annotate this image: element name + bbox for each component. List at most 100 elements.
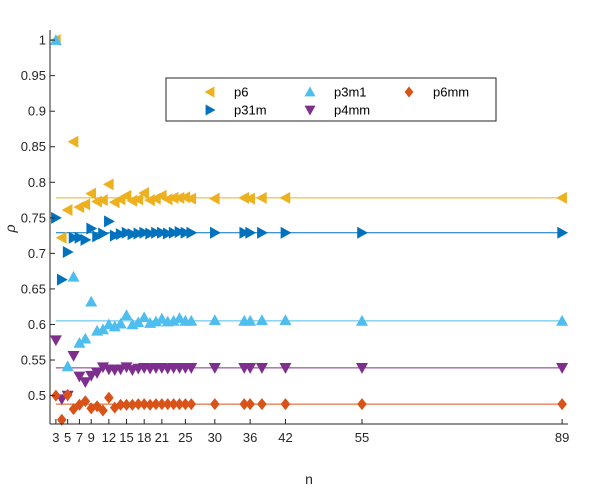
data-point-p6mm <box>62 388 73 401</box>
data-point-p4mm <box>255 363 268 374</box>
data-point-p4mm <box>556 363 569 374</box>
legend-item-p31m: p31m <box>205 103 267 118</box>
data-point-p4mm <box>120 362 133 374</box>
data-point-p6 <box>91 195 102 208</box>
x-tick-label: 15 <box>119 430 133 445</box>
y-tick-label: 0.75 <box>21 210 46 225</box>
data-point-p4mm <box>244 363 257 374</box>
legend-box <box>165 77 497 122</box>
data-point-p6 <box>144 194 155 207</box>
data-point-p6 <box>85 187 97 200</box>
data-point-p6mm <box>186 398 197 411</box>
data-point-p3m1 <box>108 320 121 332</box>
data-point-p6 <box>120 189 132 202</box>
data-point-p4mm <box>49 335 62 347</box>
data-point-p31m <box>109 229 121 242</box>
data-point-p3m1 <box>61 360 74 372</box>
data-point-p31m <box>186 226 198 239</box>
y-tick-label: 0.85 <box>21 139 46 154</box>
x-tick-label: 30 <box>208 430 222 445</box>
data-point-p6mm <box>162 398 173 411</box>
data-point-p6mm <box>157 398 167 411</box>
legend: p6 p3m1 p6mm p31m p4mm <box>165 77 497 122</box>
data-point-p6mm <box>121 398 132 411</box>
data-point-p31m <box>151 226 162 239</box>
data-point-p6 <box>167 191 179 204</box>
data-point-p6 <box>161 193 173 206</box>
x-tick-label: 5 <box>64 430 71 445</box>
data-point-p31m <box>168 226 180 239</box>
data-point-p3m1 <box>255 314 268 326</box>
data-point-p3m1 <box>114 317 127 329</box>
data-point-p6mm <box>115 398 126 411</box>
legend-label: p6mm <box>433 85 469 100</box>
data-point-p3m1 <box>96 323 109 335</box>
series-p6 <box>49 34 567 244</box>
data-point-p6 <box>102 178 114 191</box>
data-point-p6mm <box>180 398 191 411</box>
data-point-p6mm <box>139 398 149 411</box>
series-p31m <box>51 211 569 286</box>
data-point-p6mm <box>257 398 267 411</box>
data-point-p6 <box>132 193 144 206</box>
legend-marker-p6 <box>204 86 215 98</box>
legend-marker-p31m <box>205 104 216 116</box>
data-point-p3m1 <box>79 332 92 344</box>
data-point-p6mm <box>127 398 138 411</box>
data-point-p4mm <box>73 371 86 383</box>
data-point-p3m1 <box>355 314 368 326</box>
data-point-p3m1 <box>208 314 221 326</box>
data-point-p6 <box>138 186 149 199</box>
series-p3m1 <box>49 34 569 372</box>
series-p6mm <box>51 388 567 426</box>
legend-item-p3m1: p3m1 <box>304 85 367 100</box>
data-point-p31m <box>74 231 86 244</box>
data-point-p6 <box>126 194 138 207</box>
x-tick-label: 42 <box>278 430 292 445</box>
data-point-p6 <box>556 191 567 204</box>
legend-label: p6 <box>234 85 248 100</box>
data-point-p31m <box>245 226 257 239</box>
data-point-p6 <box>179 191 191 204</box>
x-tick-label: 7 <box>76 430 83 445</box>
data-point-p3m1 <box>120 309 133 321</box>
data-point-p6 <box>173 191 185 204</box>
data-point-p31m <box>145 227 157 240</box>
x-tick-label: 55 <box>355 430 369 445</box>
data-point-p6 <box>61 204 73 217</box>
x-tick-label: 9 <box>88 430 95 445</box>
data-point-p6 <box>185 192 197 205</box>
data-point-p6mm <box>280 398 291 411</box>
data-point-p31m <box>51 211 62 224</box>
data-point-p4mm <box>185 363 198 374</box>
data-point-p3m1 <box>85 295 98 307</box>
data-point-p31m <box>180 226 192 239</box>
data-point-p31m <box>257 226 268 239</box>
data-point-p4mm <box>355 363 368 374</box>
data-point-p31m <box>174 226 186 239</box>
data-point-p4mm <box>67 350 80 362</box>
data-point-p31m <box>121 226 133 239</box>
data-point-p3m1 <box>138 311 151 323</box>
data-point-p31m <box>62 245 74 258</box>
data-point-p31m <box>133 227 145 240</box>
data-point-p6mm <box>168 398 179 411</box>
legend-item-p6: p6 <box>204 85 248 100</box>
x-tick-label: 25 <box>178 430 192 445</box>
axes: 0.5 0.55 0.6 0.65 0.7 0.75 0.8 0.85 0.9 0.95 1 3 5 7 9… <box>2 30 569 487</box>
data-point-p4mm <box>279 363 292 374</box>
data-point-p6mm <box>51 389 61 402</box>
data-point-p31m <box>157 226 168 239</box>
data-point-p3m1 <box>73 336 86 348</box>
x-tick-label: 12 <box>102 430 116 445</box>
x-tick-label: 89 <box>555 430 569 445</box>
data-point-p31m <box>98 227 109 240</box>
data-point-p6mm <box>245 398 255 411</box>
data-point-p3m1 <box>67 270 80 282</box>
data-point-p31m <box>56 273 68 286</box>
data-point-p6mm <box>98 404 108 417</box>
data-point-p31m <box>357 226 368 239</box>
data-point-p31m <box>104 215 115 228</box>
data-point-p6mm <box>80 395 91 408</box>
data-point-p6 <box>96 194 108 207</box>
